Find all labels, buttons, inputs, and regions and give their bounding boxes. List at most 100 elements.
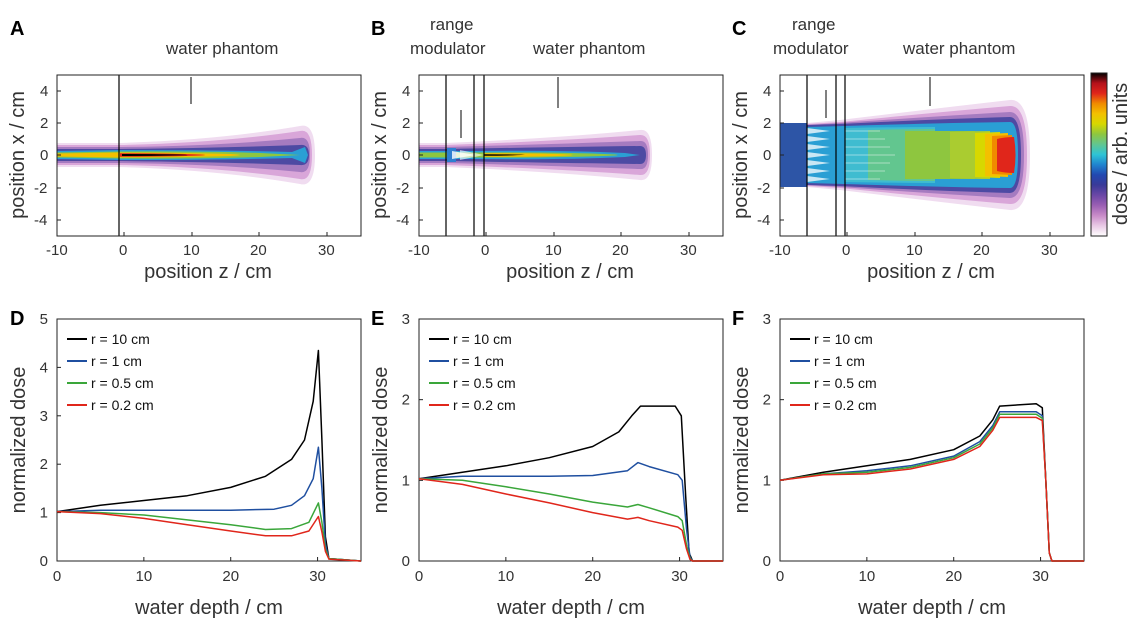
annotation-range-b: range bbox=[430, 15, 473, 34]
ytick-a-1: 4 bbox=[40, 83, 48, 100]
series-line-e-2 bbox=[418, 461, 723, 562]
beam-b bbox=[419, 129, 652, 181]
xtick-a-4: 20 bbox=[250, 242, 267, 259]
series-line-d-2 bbox=[56, 446, 362, 562]
xlabel-b: position z / cm bbox=[506, 261, 634, 283]
annotation-water-phantom-a: water phantom bbox=[165, 39, 278, 58]
ytick-a-4: -2 bbox=[34, 180, 47, 197]
line-chart-d: 0 10 20 30 0 1 2 3 4 5 r = 10 cm r = 1 cm r = 0.5 cm… bbox=[8, 311, 362, 619]
xtick-c-5: 30 bbox=[1041, 242, 1058, 259]
axis-ticks-b: -10 0 10 20 30 4 2 0 -2 -4 bbox=[396, 83, 697, 259]
xtick-f-2: 10 bbox=[859, 568, 876, 585]
xtick-c-3: 10 bbox=[906, 242, 923, 259]
annotation-modulator-c: modulator bbox=[773, 39, 849, 58]
ytick-d-2: 1 bbox=[40, 505, 48, 522]
xtick-c-1: -10 bbox=[769, 242, 791, 259]
ytick-f-1: 0 bbox=[763, 553, 771, 570]
line-chart-e: 0 10 20 30 0 1 2 3 r = 10 cm r = 1 cm r = 0.5 cm r … bbox=[370, 311, 724, 619]
series-line-e-4 bbox=[418, 477, 723, 562]
xtick-a-2: 0 bbox=[119, 242, 127, 259]
ytick-d-4: 3 bbox=[40, 408, 48, 425]
annotation-water-phantom-c: water phantom bbox=[902, 39, 1015, 58]
ytick-d-5: 4 bbox=[40, 359, 48, 376]
legend-label-e-2: r = 1 cm bbox=[453, 353, 504, 369]
colorbar: dose / arb. units bbox=[1090, 72, 1131, 237]
annotation-water-phantom-b: water phantom bbox=[532, 39, 645, 58]
xtick-d-2: 10 bbox=[136, 568, 153, 585]
beam-a bbox=[57, 125, 315, 185]
xtick-d-4: 30 bbox=[309, 568, 326, 585]
panel-letter-f: F bbox=[732, 308, 744, 330]
ytick-b-5: -4 bbox=[396, 212, 409, 229]
series-line-d-4 bbox=[56, 510, 362, 562]
legend-label-d-2: r = 1 cm bbox=[91, 353, 142, 369]
plot-area-f bbox=[779, 318, 1085, 562]
heatmap-panel-c: range modulator water phantom -10 0 10 2… bbox=[730, 15, 1085, 283]
xtick-b-4: 20 bbox=[612, 242, 629, 259]
xtick-a-5: 30 bbox=[318, 242, 335, 259]
ytick-a-3: 0 bbox=[40, 147, 48, 164]
xtick-d-1: 0 bbox=[53, 568, 61, 585]
xtick-e-2: 10 bbox=[498, 568, 515, 585]
ytick-c-1: 4 bbox=[763, 83, 771, 100]
legend-label-e-3: r = 0.5 cm bbox=[453, 375, 516, 391]
legend-label-e-4: r = 0.2 cm bbox=[453, 397, 516, 413]
ytick-b-4: -2 bbox=[396, 180, 409, 197]
xtick-e-4: 30 bbox=[671, 568, 688, 585]
xtick-b-1: -10 bbox=[408, 242, 430, 259]
panel-letter-e: E bbox=[371, 308, 384, 330]
panel-letter-a: A bbox=[10, 18, 24, 40]
ytick-e-1: 0 bbox=[402, 553, 410, 570]
ylabel-d: normalized dose bbox=[8, 367, 30, 514]
panel-letter-b: B bbox=[371, 18, 385, 40]
ytick-e-4: 3 bbox=[402, 311, 410, 328]
xtick-c-2: 0 bbox=[842, 242, 850, 259]
series-line-f-4 bbox=[779, 416, 1084, 562]
heatmap-panel-b: range modulator water phantom -10 0 10 2… bbox=[369, 15, 724, 283]
ytick-a-5: -4 bbox=[34, 212, 47, 229]
ytick-d-6: 5 bbox=[40, 311, 48, 328]
ytick-f-2: 1 bbox=[763, 472, 771, 489]
xtick-a-3: 10 bbox=[183, 242, 200, 259]
plot-area-e bbox=[418, 318, 724, 562]
xtick-f-1: 0 bbox=[776, 568, 784, 585]
legend-label-f-1: r = 10 cm bbox=[814, 331, 873, 347]
beam-c bbox=[780, 99, 1030, 211]
ytick-f-4: 3 bbox=[763, 311, 771, 328]
panel-letter-c: C bbox=[732, 18, 746, 40]
ytick-a-2: 2 bbox=[40, 115, 48, 132]
ytick-b-1: 4 bbox=[402, 83, 410, 100]
ylabel-e: normalized dose bbox=[370, 367, 392, 514]
legend-label-f-4: r = 0.2 cm bbox=[814, 397, 877, 413]
xtick-b-3: 10 bbox=[545, 242, 562, 259]
xtick-d-3: 20 bbox=[222, 568, 239, 585]
xtick-b-5: 30 bbox=[680, 242, 697, 259]
legend-label-d-3: r = 0.5 cm bbox=[91, 375, 154, 391]
ytick-b-3: 0 bbox=[402, 147, 410, 164]
xlabel-e: water depth / cm bbox=[496, 597, 645, 619]
line-chart-f: 0 10 20 30 0 1 2 3 r = 10 cm r = 1 cm r = 0.5 cm r … bbox=[731, 311, 1085, 619]
ytick-e-3: 2 bbox=[402, 392, 410, 409]
xtick-b-2: 0 bbox=[481, 242, 489, 259]
ylabel-a: position x / cm bbox=[7, 91, 29, 219]
colorbar-label: dose / arb. units bbox=[1110, 83, 1131, 225]
axis-ticks-c: -10 0 10 20 30 4 2 0 -2 -4 bbox=[757, 83, 1058, 259]
ylabel-c: position x / cm bbox=[730, 91, 752, 219]
ylabel-b: position x / cm bbox=[369, 91, 391, 219]
axis-ticks-a: -10 0 10 20 30 4 2 0 -2 -4 bbox=[34, 83, 335, 259]
xtick-f-4: 30 bbox=[1032, 568, 1049, 585]
xtick-e-1: 0 bbox=[415, 568, 423, 585]
ytick-c-3: 0 bbox=[763, 147, 771, 164]
xtick-c-4: 20 bbox=[973, 242, 990, 259]
ytick-c-4: -2 bbox=[757, 180, 770, 197]
ytick-d-1: 0 bbox=[40, 553, 48, 570]
xtick-e-3: 20 bbox=[584, 568, 601, 585]
ytick-b-2: 2 bbox=[402, 115, 410, 132]
annotation-modulator-b: modulator bbox=[410, 39, 486, 58]
colorbar-gradient bbox=[1090, 72, 1108, 237]
legend-label-d-1: r = 10 cm bbox=[91, 331, 150, 347]
annotation-range-c: range bbox=[792, 15, 835, 34]
ytick-f-3: 2 bbox=[763, 392, 771, 409]
legend-label-d-4: r = 0.2 cm bbox=[91, 397, 154, 413]
